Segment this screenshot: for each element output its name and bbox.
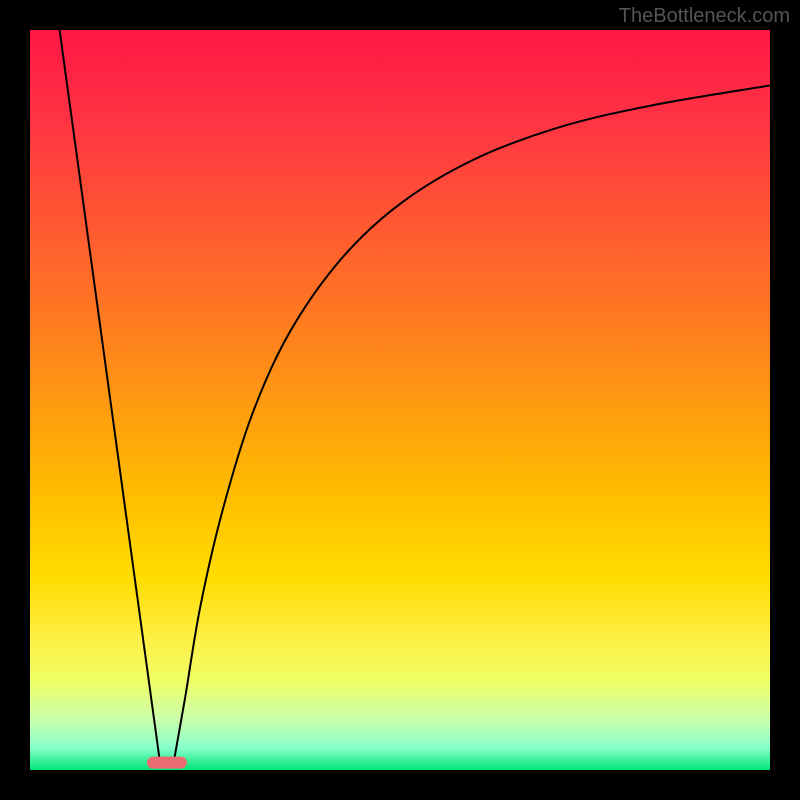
- minimum-marker: [147, 757, 187, 769]
- chart-background: [30, 30, 770, 770]
- chart-svg: [30, 30, 770, 770]
- watermark-text: TheBottleneck.com: [619, 5, 790, 28]
- chart-plot-area: [30, 30, 770, 770]
